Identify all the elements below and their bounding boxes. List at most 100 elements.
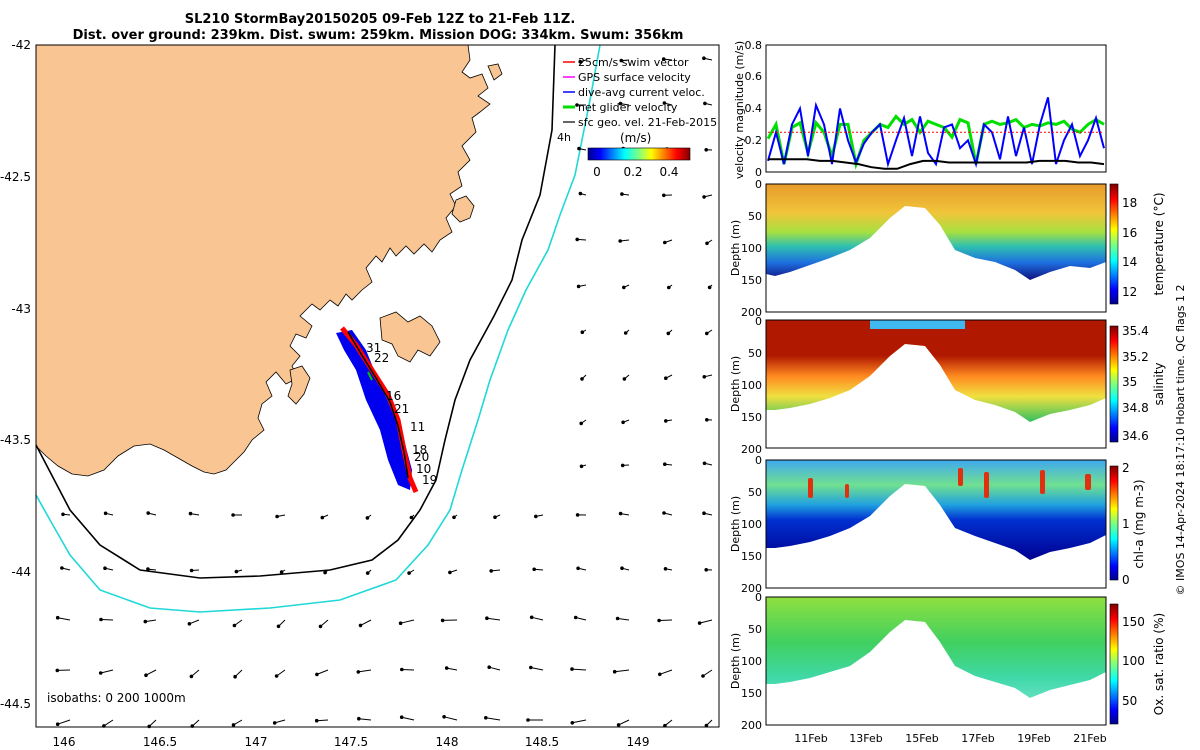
- salinity-surface-fresh: [870, 320, 965, 329]
- velocity-arrow-head: [615, 616, 620, 621]
- velocity-arrow-head: [400, 667, 404, 672]
- chla-ytick-label: 50: [748, 486, 762, 499]
- velocity-arrow: [571, 668, 587, 671]
- vel-ytick-label: 0: [755, 166, 762, 179]
- velocity-arrow-head: [657, 618, 661, 623]
- velocity-arrow-head: [661, 57, 666, 61]
- velocity-arrow: [699, 619, 713, 624]
- velocity-arrow: [614, 669, 630, 673]
- velocity-arrow-head: [276, 624, 281, 629]
- velocity-arrow-head: [189, 568, 194, 573]
- velocity-arrow-head: [279, 570, 284, 574]
- velocity-arrow-head: [448, 570, 452, 575]
- velocity-arrow-head: [705, 331, 709, 336]
- chla-cbar-tick: 2: [1122, 461, 1130, 475]
- velocity-arrow-head: [662, 101, 667, 105]
- velocity-arrow: [100, 619, 114, 621]
- velocity-arrow-head: [704, 723, 709, 728]
- velocity-arrow-head: [143, 619, 148, 624]
- time-tick-label: 19Feb: [1017, 732, 1050, 745]
- velocity-arrow: [443, 716, 458, 721]
- temp-ytick-label: 150: [741, 274, 762, 287]
- velocity-arrow-head: [620, 192, 624, 196]
- velocity-arrow-head: [616, 723, 621, 727]
- salinity-panel: [765, 319, 1107, 449]
- velocity-arrow-head: [529, 615, 534, 620]
- ox-ytick-label: 150: [741, 687, 762, 700]
- temp-cbar-tick: 12: [1122, 285, 1137, 299]
- velocity-arrow: [100, 669, 114, 674]
- ox-ytick-label: 0: [755, 591, 762, 604]
- velocity-arrow-head: [623, 331, 628, 335]
- oxygen-frame: [765, 596, 1107, 726]
- velocity-arrow-head: [618, 511, 623, 516]
- velocity-arrow-head: [314, 718, 319, 723]
- map-yticks: -42 -42.5 -43 -43.5 -44 -44.5: [0, 38, 31, 711]
- velocity-arrow-head: [705, 418, 709, 422]
- velocity-arrow-head: [575, 103, 579, 107]
- velocity-arrow-head: [704, 148, 709, 152]
- velocity-arrow-head: [620, 566, 624, 571]
- salinity-field: [766, 320, 1106, 422]
- velocity-arrow-head: [702, 511, 706, 516]
- velocity-arrow: [659, 669, 673, 675]
- velocity-arrow-head: [233, 674, 237, 679]
- velocity-arrow-head: [493, 515, 497, 520]
- velocity-arrow: [103, 719, 114, 727]
- map-xtick-label: 148: [436, 735, 459, 749]
- chla-patch: [845, 484, 849, 498]
- velocity-arrow-head: [409, 515, 414, 520]
- velocity-arrow-head: [484, 716, 488, 720]
- sal-cbar-tick: 35.2: [1122, 350, 1149, 364]
- velocity-arrow-head: [666, 331, 671, 336]
- velocity-arrow-head: [187, 622, 192, 626]
- vel-ytick-label: 0.2: [745, 134, 763, 147]
- map-xtick-label: 147.5: [334, 735, 368, 749]
- temperature-frame: [765, 183, 1107, 313]
- map-xticks: 146 146.5 147 147.5 148 148.5 149: [53, 735, 650, 749]
- map-ytick-label: -44: [11, 565, 31, 579]
- velocity-arrow: [358, 669, 372, 673]
- velocity-arrow-head: [697, 621, 702, 625]
- map-xtick-label: 148.5: [525, 735, 559, 749]
- velocity-arrow-head: [358, 623, 363, 628]
- velocity-arrow-head: [320, 515, 325, 520]
- velocity-arrow: [617, 618, 630, 621]
- sal-cbar-tick: 34.6: [1122, 429, 1149, 443]
- chla-ytick-label: 100: [741, 518, 762, 531]
- velocity-panel: 0.8 0.6 0.4 0.2 0 velocity magnitude (m/…: [733, 39, 1107, 179]
- velocity-series-line: [768, 158, 1105, 170]
- sal-cbar-tick: 34.8: [1122, 401, 1149, 415]
- velocity-arrow: [702, 669, 713, 677]
- velocity-arrow-head: [703, 101, 707, 106]
- velocity-arrow-head: [103, 566, 107, 571]
- temp-ytick-label: 100: [741, 242, 762, 255]
- north-islet: [487, 63, 503, 81]
- legend-label: 25cm/s swim vector: [578, 56, 689, 69]
- colorbar-tick: 0.4: [659, 165, 678, 179]
- track-label: 19: [422, 473, 437, 487]
- velocity-arrow: [485, 717, 501, 721]
- velocity-arrow-head: [577, 146, 581, 151]
- velocity-arrow-head: [55, 722, 60, 727]
- track-label: 16: [386, 389, 401, 403]
- velocity-arrow-head: [580, 330, 585, 335]
- velocity-arrow-head: [707, 285, 712, 290]
- velocity-arrow-head: [231, 723, 236, 727]
- velocity-arrow-head: [701, 674, 705, 678]
- velocity-arrow-head: [526, 718, 530, 722]
- time-tick-label: 15Feb: [905, 732, 938, 745]
- velocity-arrow-head: [188, 511, 193, 516]
- velocity-arrow: [360, 619, 372, 626]
- velocity-arrow-head: [444, 666, 449, 670]
- velocity-arrow-head: [234, 569, 239, 574]
- velocity-arrow-head: [356, 670, 361, 674]
- track-label: 21: [394, 402, 409, 416]
- chla-patch: [984, 472, 989, 498]
- track-label: 20: [414, 450, 429, 464]
- chla-patch: [958, 468, 963, 486]
- velocity-arrow-head: [55, 615, 60, 620]
- copyright-footer: © IMOS 14-Apr-2024 18:17:10 Hobart time.…: [1174, 285, 1187, 596]
- velocity-arrow-head: [664, 419, 668, 423]
- temp-cbar-tick: 14: [1122, 255, 1137, 269]
